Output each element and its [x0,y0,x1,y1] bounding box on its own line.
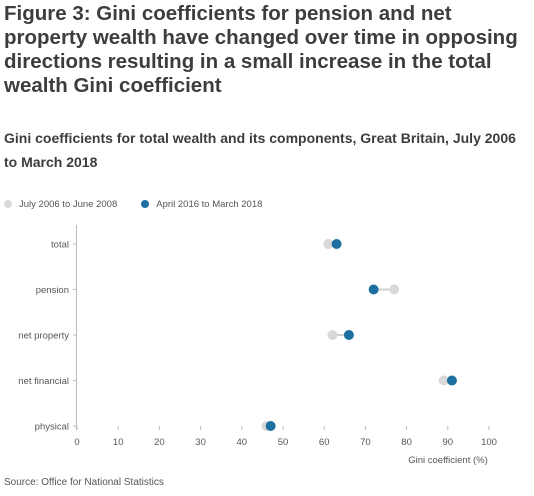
x-tick-label: 40 [237,437,248,448]
data-point-series-2 [343,330,354,340]
data-point-series-1 [323,239,334,249]
x-tick-label: 10 [113,437,124,448]
legend-item-series-1[interactable]: July 2006 to June 2008 [4,199,117,210]
data-point-series-1 [438,375,449,386]
chart-legend: July 2006 to June 2008 April 2016 to Mar… [4,196,286,212]
data-point-series-2 [265,421,276,431]
legend-item-series-2[interactable]: April 2016 to March 2018 [141,199,262,210]
x-tick-label: 90 [443,437,454,448]
x-tick-label: 70 [360,437,371,448]
category-label: net financial [18,376,69,387]
source-note: Source: Office for National Statistics [4,477,164,488]
legend-label-series-1: July 2006 to June 2008 [19,198,118,210]
data-point-series-1 [389,284,400,295]
x-tick-label: 30 [195,437,206,448]
category-label: net property [18,331,69,342]
dot-plot-chart: total pension net property net financial phy… [18,225,497,466]
category-label: physical [35,422,69,433]
x-axis-title: Gini coefficient (%) [408,455,488,466]
x-tick-label: 60 [319,437,330,448]
category-label: total [51,240,69,251]
category-label: pension [36,285,69,296]
x-tick-label: 100 [481,437,497,448]
figure-title: Figure 3: Gini coefficients for pension … [4,2,518,97]
x-tick-label: 20 [154,437,165,448]
legend-label-series-2: April 2016 to March 2018 [156,198,263,210]
chart-subtitle: Gini coefficients for total wealth and i… [4,130,516,170]
data-point-series-1 [327,330,338,340]
legend-swatch-series-1 [4,200,12,208]
x-tick-label: 80 [401,437,412,448]
legend-swatch-series-2 [141,200,150,208]
x-tick-label: 0 [74,437,79,448]
data-point-series-2 [331,239,342,249]
x-tick-label: 50 [278,437,289,448]
data-point-series-2 [368,284,379,295]
data-point-series-2 [446,375,457,386]
